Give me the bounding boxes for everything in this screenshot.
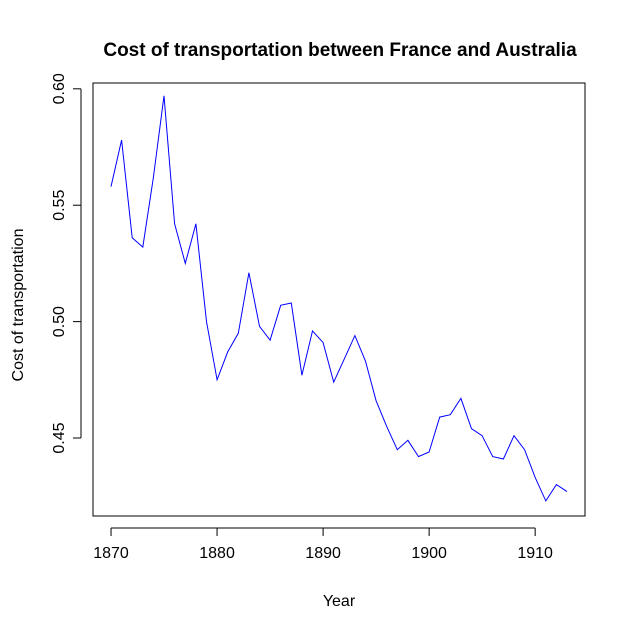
chart-title: Cost of transportation between France an… bbox=[103, 40, 577, 61]
y-tick-label: 0.50 bbox=[51, 306, 68, 337]
x-tick-label: 1910 bbox=[517, 545, 553, 562]
plot-frame bbox=[92, 82, 586, 517]
y-axis: 0.45 0.50 0.55 0.60 bbox=[51, 73, 82, 454]
y-tick-label: 0.55 bbox=[51, 190, 68, 221]
series-layer bbox=[110, 95, 568, 502]
series-line bbox=[110, 95, 568, 502]
x-axis-label: Year bbox=[323, 593, 356, 610]
y-axis-label: Cost of transportation bbox=[10, 229, 27, 382]
x-tick-label: 1890 bbox=[305, 545, 341, 562]
x-tick-label: 1880 bbox=[199, 545, 235, 562]
x-tick-label: 1870 bbox=[93, 545, 129, 562]
x-axis: 1870 1880 1890 1900 1910 bbox=[93, 527, 553, 562]
x-tick-label: 1900 bbox=[411, 545, 447, 562]
y-tick-label: 0.45 bbox=[51, 422, 68, 453]
y-tick-label: 0.60 bbox=[51, 73, 68, 104]
